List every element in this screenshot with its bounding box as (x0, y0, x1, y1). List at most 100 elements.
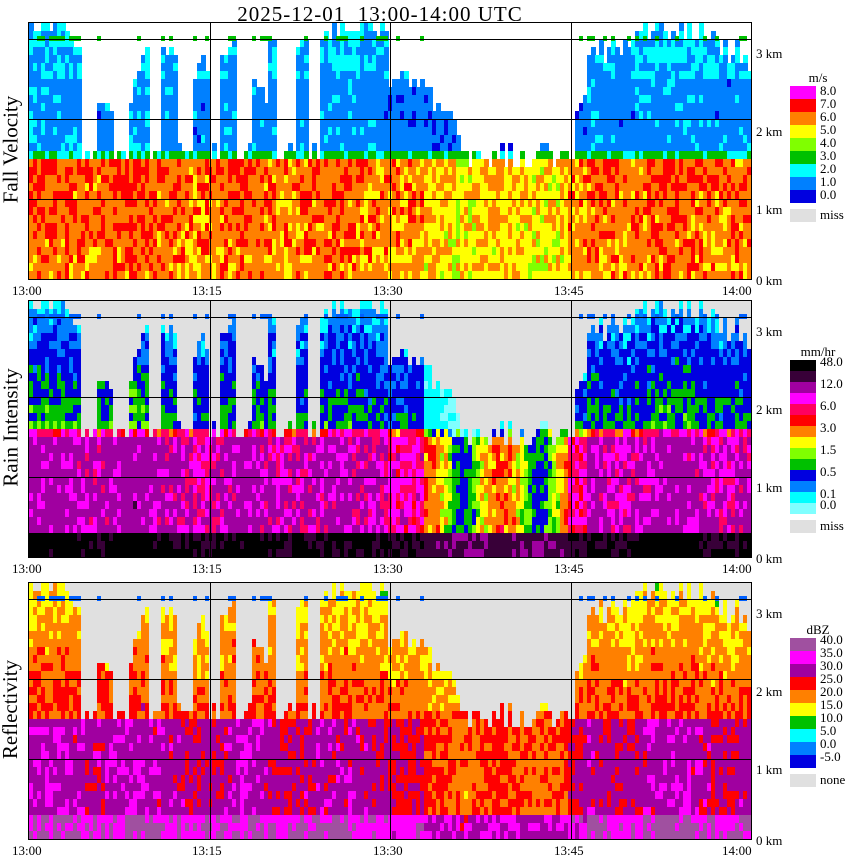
legend-swatch-20.0 (790, 690, 816, 703)
legend-label-0.0: 0.0 (820, 736, 837, 751)
legend-label-5.0: 5.0 (820, 122, 837, 137)
legend-label-40.0: 40.0 (820, 632, 843, 647)
legend-swatch-6.0 (790, 112, 816, 125)
legend-label-0.0: 0.0 (820, 187, 837, 202)
legend-label-3.0: 3.0 (820, 148, 837, 163)
legend-swatch-40.0 (790, 638, 816, 651)
plot-area-fall-velocity[interactable] (28, 22, 752, 280)
legend-swatch-3 (790, 393, 816, 404)
legend-missing-swatch (790, 209, 816, 222)
panel-label-reflectivity: Reflectivity (0, 659, 23, 759)
legend-label--5.0: -5.0 (820, 749, 841, 764)
xaxis-rain-intensity: 13:00 13:15 13:30 13:45 14:00 (0, 560, 850, 582)
legend-colorbar-dbz (790, 638, 816, 768)
legend-swatch-1.0 (790, 177, 816, 190)
legend-label-25.0: 25.0 (820, 671, 843, 686)
ytick-2km: 2 km (756, 402, 783, 417)
ytick-0km: 0 km (756, 273, 783, 288)
xtick-1300: 13:00 (12, 561, 42, 576)
ytick-1km: 1 km (756, 762, 783, 777)
legend-swatch-35.0 (790, 651, 816, 664)
legend-swatch-0.0 (790, 503, 816, 514)
legend-swatch-30.0 (790, 664, 816, 677)
legend-label-1.0: 1.0 (820, 174, 837, 189)
legend-label-5.0: 5.0 (820, 723, 837, 738)
xtick-1300: 13:00 (12, 843, 42, 858)
legend-swatch-1 (790, 371, 816, 382)
panel-reflectivity: Reflectivity 3 km 2 km 1 km 0 km 13:00 1… (0, 578, 850, 868)
legend-swatch-5 (790, 415, 816, 426)
legend-label-30.0: 30.0 (820, 658, 843, 673)
legend-swatch-7 (790, 437, 816, 448)
xaxis-reflectivity: 13:00 13:15 13:30 13:45 14:00 (0, 842, 850, 864)
legend-swatch-25.0 (790, 677, 816, 690)
xtick-1400: 14:00 (722, 843, 752, 858)
xtick-1330: 13:30 (373, 843, 403, 858)
legend-swatch-10.0 (790, 716, 816, 729)
legend-unit-dbz: dBZ (806, 622, 830, 637)
legend-unit-ms: m/s (808, 70, 828, 85)
legend-label-0.5: 0.5 (820, 464, 837, 479)
legend-label-10.0: 10.0 (820, 710, 843, 725)
legend-swatch-11 (790, 481, 816, 492)
panel-label-fall-velocity: Fall Velocity (0, 95, 23, 203)
ytick-1km: 1 km (756, 480, 783, 495)
legend-swatch-0.0 (790, 190, 816, 203)
xtick-1330: 13:30 (373, 283, 403, 298)
legend-label-3.0: 3.0 (820, 420, 837, 435)
legend-swatch-8.0 (790, 86, 816, 99)
legend-label-48.0: 48.0 (820, 354, 843, 369)
ytick-0km: 0 km (756, 551, 783, 566)
legend-label-6.0: 6.0 (820, 109, 837, 124)
legend-missing-label: miss (820, 207, 844, 222)
legend-label-4.0: 4.0 (820, 135, 837, 150)
plot-area-rain-intensity[interactable] (28, 300, 752, 558)
legend-swatch-0.0 (790, 742, 816, 755)
ytick-2km: 2 km (756, 684, 783, 699)
legend-colorbar-ms (790, 86, 816, 203)
xtick-1400: 14:00 (722, 561, 752, 576)
legend-swatch-15.0 (790, 703, 816, 716)
ytick-3km: 3 km (756, 606, 783, 621)
legend-label-2.0: 2.0 (820, 161, 837, 176)
ytick-3km: 3 km (756, 324, 783, 339)
legend-label-0.1: 0.1 (820, 486, 837, 501)
legend-swatch-0.1 (790, 492, 816, 503)
legend-swatch-6.0 (790, 404, 816, 415)
legend-swatch-3.0 (790, 426, 816, 437)
ytick-1km: 1 km (756, 202, 783, 217)
legend-label-12.0: 12.0 (820, 376, 843, 391)
legend-swatch-48.0 (790, 360, 816, 371)
xtick-1400: 14:00 (722, 283, 752, 298)
legend-swatch-0.5 (790, 470, 816, 481)
panel-label-rain-intensity: Rain Intensity (0, 367, 23, 487)
legend-swatch-5.0 (790, 729, 816, 742)
legend-swatch-12.0 (790, 382, 816, 393)
legend-swatch-2.0 (790, 164, 816, 177)
xtick-1345: 13:45 (554, 283, 584, 298)
panel-rain-intensity: Rain Intensity 3 km 2 km 1 km 0 km 13:00… (0, 296, 850, 586)
legend-label-20.0: 20.0 (820, 684, 843, 699)
ytick-3km: 3 km (756, 46, 783, 61)
panel-fall-velocity: Fall Velocity 3 km 2 km 1 km 0 km 13:00 … (0, 18, 850, 308)
xtick-1330: 13:30 (373, 561, 403, 576)
legend-swatch--5.0 (790, 755, 816, 768)
legend-label-0.0: 0.0 (820, 497, 837, 512)
xtick-1315: 13:15 (192, 843, 222, 858)
xtick-1315: 13:15 (192, 283, 222, 298)
legend-swatch-4.0 (790, 138, 816, 151)
legend-label-35.0: 35.0 (820, 645, 843, 660)
legend-swatch-3.0 (790, 151, 816, 164)
legend-unit-mmhr: mm/hr (800, 344, 836, 359)
legend-label-7.0: 7.0 (820, 96, 837, 111)
legend-label-6.0: 6.0 (820, 398, 837, 413)
plot-area-reflectivity[interactable] (28, 582, 752, 840)
legend-swatch-7.0 (790, 99, 816, 112)
legend-missing-label: none (820, 772, 846, 787)
ytick-2km: 2 km (756, 124, 783, 139)
legend-swatch-5.0 (790, 125, 816, 138)
ytick-0km: 0 km (756, 833, 783, 848)
xtick-1345: 13:45 (554, 843, 584, 858)
legend-label-8.0: 8.0 (820, 83, 837, 98)
xtick-1345: 13:45 (554, 561, 584, 576)
